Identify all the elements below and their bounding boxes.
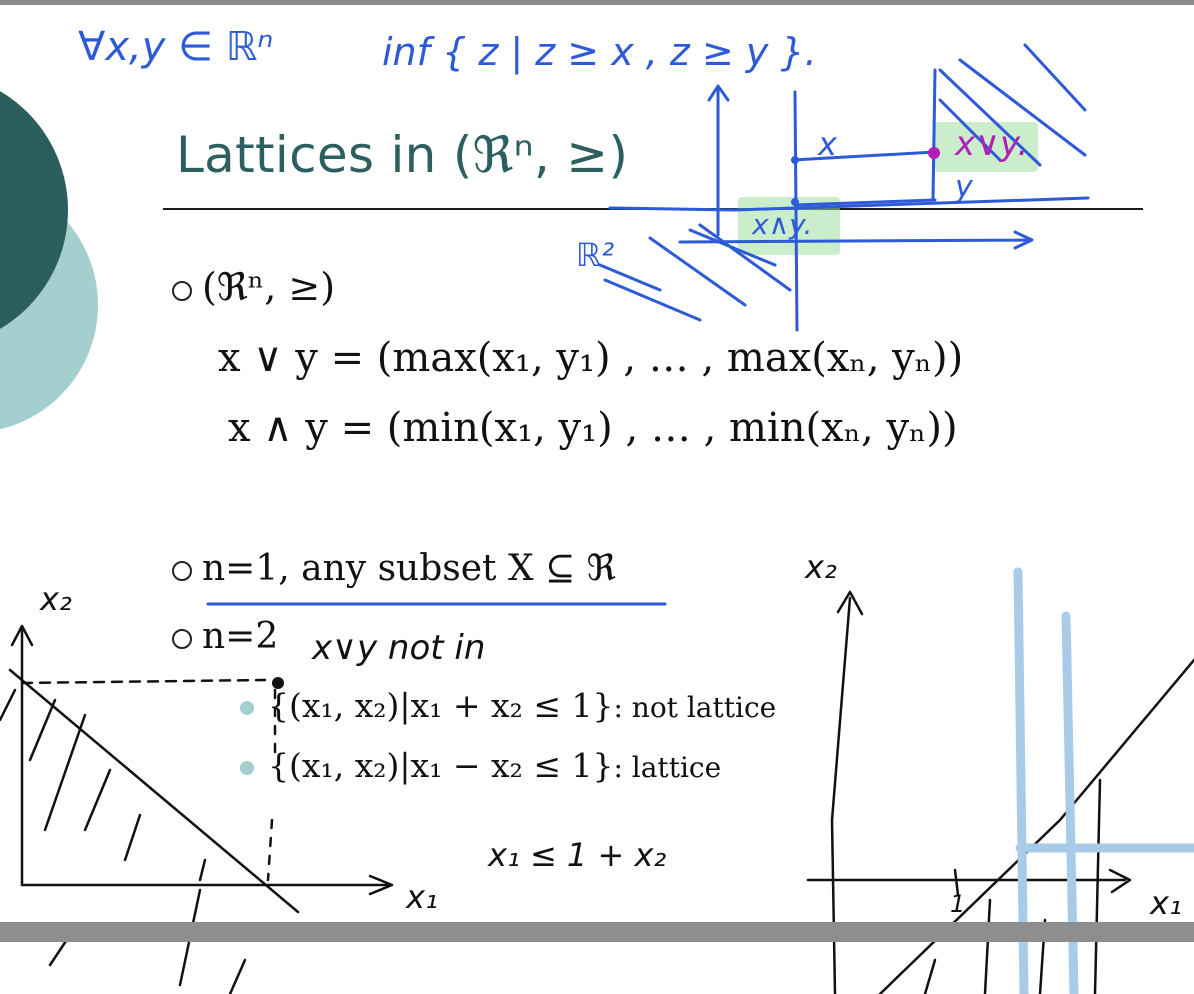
left-axis-y-label: x₂ bbox=[40, 580, 72, 618]
sub-2-set: {(x₁, x₂)|x₁ − x₂ ≤ 1} bbox=[268, 746, 614, 785]
bullet-n1-text: n=1, any subset X ⊆ ℜ bbox=[202, 548, 616, 589]
sub-2-note: : lattice bbox=[613, 751, 722, 784]
infimum-annotation: inf { z | z ≥ x , z ≥ y }. bbox=[382, 30, 817, 74]
bottom-border bbox=[0, 922, 1194, 942]
meet-formula: x ∧ y = (min(x₁, y₁) , … , min(xₙ, yₙ)) bbox=[228, 405, 958, 451]
sub-1-set: {(x₁, x₂)|x₁ + x₂ ≤ 1} bbox=[268, 686, 614, 725]
inequality-annotation: x₁ ≤ 1 + x₂ bbox=[488, 836, 667, 874]
sub-bullet-dot-icon bbox=[240, 761, 254, 775]
right-axis-x-label: x₁ bbox=[1150, 884, 1182, 922]
diagram-x-label: x bbox=[818, 125, 837, 163]
join-label: x∨y. bbox=[955, 124, 1029, 164]
forall-annotation: ∀x,y ∈ ℝⁿ bbox=[78, 24, 274, 70]
not-in-annotation: x∨y not in bbox=[312, 628, 486, 668]
sub-bullet-lattice: {(x₁, x₂)|x₁ − x₂ ≤ 1}: lattice bbox=[240, 746, 721, 785]
dark-teal-circle bbox=[0, 91, 68, 329]
sub-bullet-dot-icon bbox=[240, 701, 254, 715]
sub-bullet-not-lattice: {(x₁, x₂)|x₁ + x₂ ≤ 1}: not lattice bbox=[240, 686, 776, 725]
left-axis-x-label: x₁ bbox=[406, 878, 438, 916]
meet-label: x∧y. bbox=[752, 208, 813, 241]
diagram-y-label: y bbox=[955, 170, 973, 205]
bullet-n2: n=2 bbox=[172, 616, 278, 657]
top-border bbox=[0, 0, 1194, 5]
bullet-circle-icon bbox=[172, 561, 192, 581]
lattice-diagram bbox=[598, 43, 1090, 332]
sub-1-note: : not lattice bbox=[613, 691, 777, 724]
bullet-n2-text: n=2 bbox=[202, 616, 279, 657]
r2-label: ℝ² bbox=[576, 236, 615, 274]
bullet-circle-icon bbox=[172, 629, 192, 649]
join-formula: x ∨ y = (max(x₁, y₁) , … , max(xₙ, yₙ)) bbox=[218, 335, 964, 381]
slide-title: Lattices in (ℜⁿ, ≥) bbox=[176, 126, 629, 184]
right-tick-label: 1 bbox=[950, 890, 966, 918]
bullet-circle-icon bbox=[172, 280, 192, 301]
bullet-rn-text: (ℜⁿ, ≥) bbox=[202, 265, 336, 309]
right-axis-y-label: x₂ bbox=[805, 548, 837, 586]
bullet-n1: n=1, any subset X ⊆ ℜ bbox=[172, 548, 616, 589]
bullet-rn: (ℜⁿ, ≥) bbox=[172, 265, 335, 309]
